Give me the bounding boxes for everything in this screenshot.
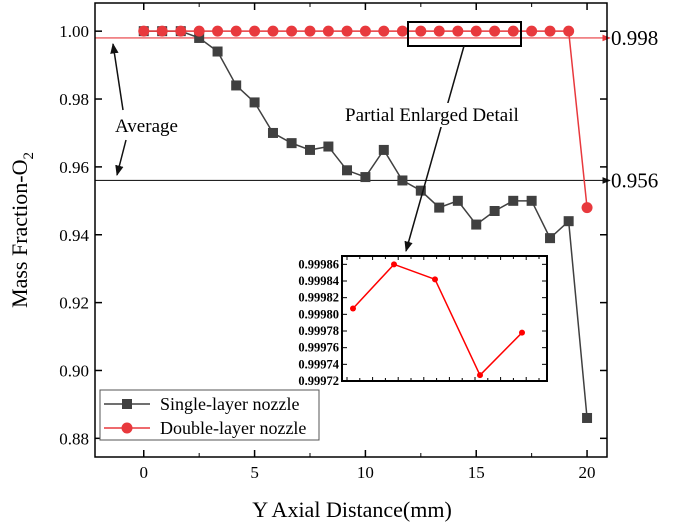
double-layer-point — [507, 25, 519, 37]
double-layer-point — [230, 25, 242, 37]
average-value-label: 0.998 — [611, 26, 658, 50]
single-layer-point — [415, 185, 426, 196]
single-layer-point — [304, 144, 315, 155]
double-layer-point — [156, 25, 168, 37]
legend-square-marker — [122, 399, 132, 409]
plot-frame — [94, 2, 608, 458]
inset-y-tick-label: 0.99986 — [298, 257, 339, 271]
double-layer-point — [526, 25, 538, 37]
inset-y-tick-label: 0.99982 — [298, 291, 339, 305]
y-tick-label: 0.90 — [59, 361, 89, 380]
legend-double-layer: Double-layer nozzle — [160, 418, 306, 438]
legend: Single-layer nozzle Double-layer nozzle — [99, 389, 320, 441]
single-layer-point — [526, 195, 537, 206]
inset-point — [477, 372, 483, 379]
legend-box — [99, 389, 320, 441]
x-tick-label: 20 — [579, 463, 596, 482]
double-layer-point — [415, 25, 427, 37]
inset-point — [432, 276, 438, 283]
single-layer-point — [342, 165, 353, 176]
double-layer-point — [544, 25, 556, 37]
detail-label-bg — [343, 103, 486, 127]
double-layer-point — [563, 25, 575, 37]
single-layer-point — [582, 412, 593, 423]
single-layer-point — [563, 216, 574, 227]
y-tick-label: 1.00 — [59, 22, 89, 41]
x-tick-label: 0 — [140, 463, 149, 482]
inset-y-tick-label: 0.99984 — [298, 274, 339, 288]
axis-ticks: 0 5 10 15 20 0.88 0.90 0.92 0.94 0.96 0.98 1.00 — [59, 3, 607, 482]
double-layer-point — [378, 25, 390, 37]
inset-point — [391, 261, 397, 268]
y-axis-label-subscript: 2 — [21, 152, 37, 160]
double-layer-point — [193, 25, 205, 37]
x-tick-label: 15 — [468, 463, 485, 482]
double-layer-point — [359, 25, 371, 37]
average-lines: 0.998 0.956 — [95, 26, 658, 192]
detail-arrow — [404, 45, 465, 253]
legend-circle-marker — [121, 422, 133, 434]
single-layer-point — [471, 219, 482, 230]
double-layer-point — [304, 25, 316, 37]
single-layer-point — [434, 202, 445, 213]
inset-point — [519, 329, 525, 336]
double-layer-point — [433, 25, 445, 37]
single-layer-point — [397, 175, 408, 186]
inset-y-tick-label: 0.99972 — [298, 374, 339, 388]
inset-frame — [341, 255, 548, 382]
detail-annotation: Partial Enlarged Detail — [345, 105, 519, 126]
y-tick-label: 0.92 — [59, 294, 89, 313]
double-layer-point — [212, 25, 224, 37]
double-layer-point — [581, 202, 593, 214]
series — [138, 25, 593, 423]
y-tick-label: 0.94 — [59, 226, 89, 245]
x-axis-label: Y Axial Distance(mm) — [252, 497, 452, 522]
double-layer-point — [452, 25, 464, 37]
inset-y-tick-label: 0.99974 — [298, 357, 339, 371]
y-axis-label: Mass Fraction-O2 — [7, 152, 37, 308]
single-layer-point — [286, 138, 297, 149]
y-tick-label: 0.98 — [59, 90, 89, 109]
single-layer-point — [231, 80, 242, 91]
single-layer-point — [194, 32, 205, 43]
y-axis-label-main: Mass Fraction-O — [7, 160, 32, 308]
single-layer-point — [452, 195, 463, 206]
x-tick-label: 10 — [357, 463, 374, 482]
inset-point — [350, 305, 356, 312]
single-layer-point — [249, 97, 260, 108]
average-arrow-up — [110, 42, 124, 111]
inset-y-tick-label: 0.99980 — [298, 307, 339, 321]
detail-highlight-box — [407, 21, 522, 47]
double-layer-point — [322, 25, 334, 37]
legend-single-layer: Single-layer nozzle — [160, 394, 299, 414]
double-layer-point — [249, 25, 261, 37]
double-layer-point — [138, 25, 150, 37]
single-layer-point — [212, 46, 223, 57]
average-annotation: Average — [115, 116, 178, 137]
double-layer-point — [286, 25, 298, 37]
double-layer-point — [470, 25, 482, 37]
single-layer-point — [545, 233, 556, 244]
average-value-label: 0.956 — [611, 168, 658, 192]
single-layer-point — [267, 127, 278, 138]
single-layer-point — [323, 141, 334, 152]
inset-chart: 0.99972 0.99974 0.99976 0.99978 0.99980 0.999… — [298, 255, 548, 388]
double-layer-point — [396, 25, 408, 37]
double-layer-point — [489, 25, 501, 37]
inset-y-tick-label: 0.99976 — [298, 341, 339, 355]
double-layer-point — [267, 25, 279, 37]
single-layer-point — [360, 172, 371, 183]
average-arrow-down — [115, 139, 127, 177]
inset-y-tick-label: 0.99978 — [298, 324, 339, 338]
single-layer-point — [489, 205, 500, 216]
double-layer-point — [175, 25, 187, 37]
single-layer-point — [508, 195, 519, 206]
y-tick-label: 0.88 — [59, 429, 89, 448]
y-tick-label: 0.96 — [59, 158, 89, 177]
double-layer-point — [341, 25, 353, 37]
x-tick-label: 5 — [250, 463, 259, 482]
single-layer-point — [378, 144, 389, 155]
